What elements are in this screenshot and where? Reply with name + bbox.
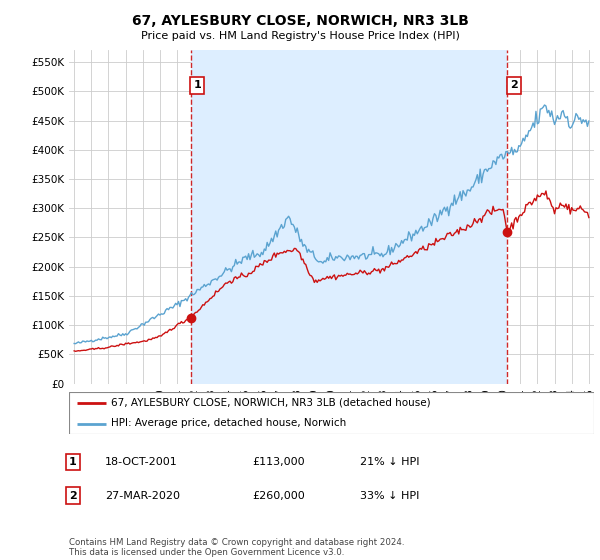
Text: Price paid vs. HM Land Registry's House Price Index (HPI): Price paid vs. HM Land Registry's House … xyxy=(140,31,460,41)
Text: 27-MAR-2020: 27-MAR-2020 xyxy=(105,491,180,501)
Text: £113,000: £113,000 xyxy=(252,457,305,467)
Text: 1: 1 xyxy=(69,457,77,467)
Bar xyxy=(191,50,508,384)
Text: 21% ↓ HPI: 21% ↓ HPI xyxy=(360,457,419,467)
Text: 67, AYLESBURY CLOSE, NORWICH, NR3 3LB (detached house): 67, AYLESBURY CLOSE, NORWICH, NR3 3LB (d… xyxy=(111,398,431,408)
Text: Contains HM Land Registry data © Crown copyright and database right 2024.
This d: Contains HM Land Registry data © Crown c… xyxy=(69,538,404,557)
Text: £260,000: £260,000 xyxy=(252,491,305,501)
Text: 1: 1 xyxy=(193,81,201,91)
Text: 67, AYLESBURY CLOSE, NORWICH, NR3 3LB: 67, AYLESBURY CLOSE, NORWICH, NR3 3LB xyxy=(131,14,469,28)
FancyBboxPatch shape xyxy=(69,392,594,434)
Text: 2: 2 xyxy=(69,491,77,501)
Text: 18-OCT-2001: 18-OCT-2001 xyxy=(105,457,178,467)
Text: 33% ↓ HPI: 33% ↓ HPI xyxy=(360,491,419,501)
Text: 2: 2 xyxy=(510,81,518,91)
Text: HPI: Average price, detached house, Norwich: HPI: Average price, detached house, Norw… xyxy=(111,418,346,428)
